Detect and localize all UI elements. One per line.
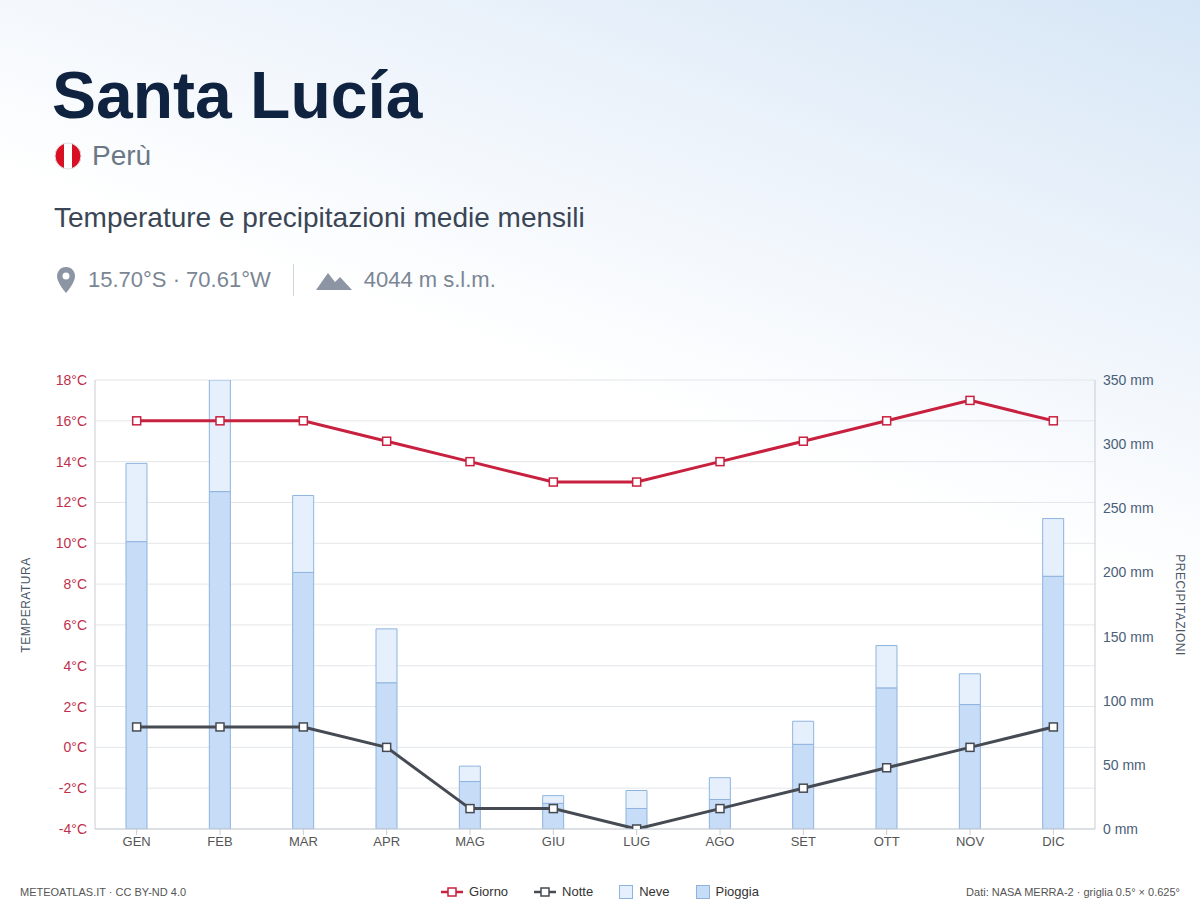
svg-text:2°C: 2°C <box>64 699 88 715</box>
html-text:Neve: Neve <box>639 884 670 899</box>
svg-text:18°C: 18°C <box>56 372 87 388</box>
svg-text:8°C: 8°C <box>64 576 88 592</box>
svg-text:MAR: MAR <box>289 834 318 849</box>
svg-text:100 mm: 100 mm <box>1103 693 1154 709</box>
svg-text:50 mm: 50 mm <box>1103 757 1146 773</box>
svg-text:4°C: 4°C <box>64 658 88 674</box>
svg-text:16°C: 16°C <box>56 413 87 429</box>
svg-text:200 mm: 200 mm <box>1103 564 1154 580</box>
html-text:METEOATLAS.IT · CC BY-ND 4.0: METEOATLAS.IT · CC BY-ND 4.0 <box>20 886 187 898</box>
svg-text:AGO: AGO <box>706 834 735 849</box>
html-text:4044 m s.l.m.: 4044 m s.l.m. <box>363 267 496 292</box>
html-text:Pioggia: Pioggia <box>715 884 759 899</box>
svg-text:6°C: 6°C <box>64 617 88 633</box>
svg-text:GIU: GIU <box>542 834 565 849</box>
svg-text:SET: SET <box>791 834 816 849</box>
svg-text:LUG: LUG <box>623 834 650 849</box>
svg-text:14°C: 14°C <box>56 454 87 470</box>
svg-text:GEN: GEN <box>123 834 151 849</box>
svg-text:-4°C: -4°C <box>59 821 87 837</box>
svg-text:OTT: OTT <box>874 834 900 849</box>
html-text:Dati: NASA MERRA-2 · griglia 0: Dati: NASA MERRA-2 · griglia 0.5° × 0.62… <box>966 886 1180 898</box>
svg-text:10°C: 10°C <box>56 535 87 551</box>
svg-text:MAG: MAG <box>455 834 485 849</box>
svg-text:DIC: DIC <box>1042 834 1064 849</box>
html-text:15.70°S · 70.61°W: 15.70°S · 70.61°W <box>88 267 271 292</box>
svg-text:250 mm: 250 mm <box>1103 500 1154 516</box>
html-text:Santa Lucía: Santa Lucía <box>52 58 423 132</box>
svg-text:300 mm: 300 mm <box>1103 436 1154 452</box>
svg-text:APR: APR <box>373 834 400 849</box>
html-text:Perù: Perù <box>92 140 152 171</box>
svg-text:NOV: NOV <box>956 834 985 849</box>
html-text:Giorno: Giorno <box>469 884 509 899</box>
svg-text:0 mm: 0 mm <box>1103 821 1138 837</box>
svg-text:FEB: FEB <box>207 834 232 849</box>
html-text:TEMPERATURA: TEMPERATURA <box>19 557 33 653</box>
html-text:Temperature e precipitazioni m: Temperature e precipitazioni medie mensi… <box>54 202 585 233</box>
svg-text:350 mm: 350 mm <box>1103 372 1154 388</box>
svg-text:-2°C: -2°C <box>59 780 87 796</box>
html-text:Notte: Notte <box>562 884 594 899</box>
html-text:PRECIPITAZIONI: PRECIPITAZIONI <box>1173 554 1187 656</box>
svg-text:150 mm: 150 mm <box>1103 629 1154 645</box>
svg-text:12°C: 12°C <box>56 494 87 510</box>
svg-text:0°C: 0°C <box>64 739 88 755</box>
